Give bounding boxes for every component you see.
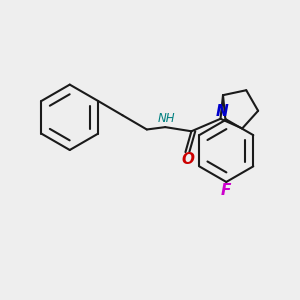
Text: F: F [221, 183, 232, 198]
Text: N: N [215, 104, 228, 119]
Text: O: O [181, 152, 194, 167]
Text: NH: NH [157, 112, 175, 125]
